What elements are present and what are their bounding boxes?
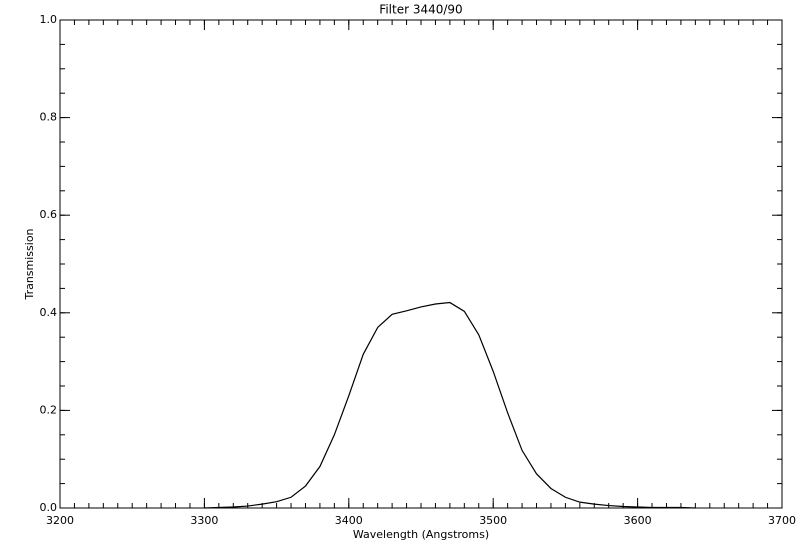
x-tick-label: 3400: [335, 514, 363, 527]
y-tick-label: 1.0: [40, 13, 58, 26]
x-tick-label: 3600: [624, 514, 652, 527]
y-axis-label: Transmission: [23, 228, 36, 300]
y-tick-label: 0.4: [40, 306, 58, 319]
x-tick-label: 3200: [46, 514, 74, 527]
x-tick-label: 3700: [768, 514, 796, 527]
y-tick-label: 0.0: [40, 501, 58, 514]
x-tick-label: 3300: [190, 514, 218, 527]
data-line: [204, 301, 696, 509]
x-axis-label: Wavelength (Angstroms): [353, 528, 489, 541]
y-tick-label: 0.6: [40, 208, 58, 221]
y-tick-label: 0.8: [40, 111, 58, 124]
chart-title: Filter 3440/90: [379, 3, 462, 17]
y-tick-label: 0.2: [40, 403, 58, 416]
x-tick-label: 3500: [479, 514, 507, 527]
